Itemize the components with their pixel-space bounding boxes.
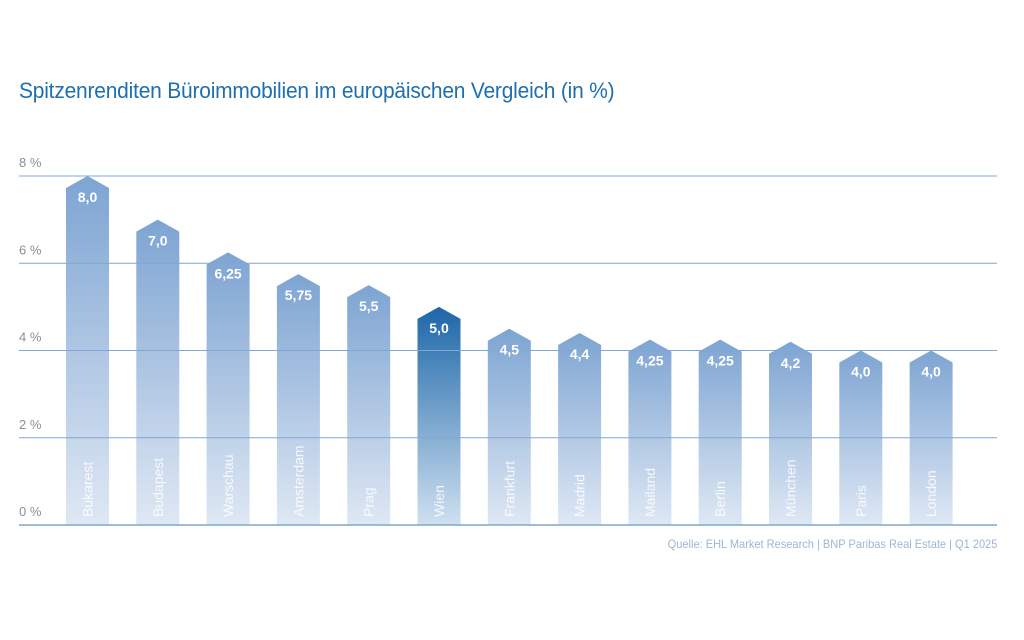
value-label: 4,5 [500,342,520,358]
value-label: 7,0 [148,233,168,249]
labels-group: 8,0 Bukarest 7,0 Budapest 6,25 Warschau 5,75 Am… [78,189,941,517]
category-label: Frankfurt [501,461,517,517]
source-note: Quelle: EHL Market Research | BNP Pariba… [667,537,997,551]
bar-amsterdam [276,274,320,525]
y-tick-label: 8 % [19,155,42,170]
value-label: 4,25 [636,353,663,369]
y-axis-group: 0 % 2 % 4 % 6 % 8 % [19,155,42,519]
y-tick-label: 0 % [19,504,42,519]
y-tick-label: 6 % [19,242,42,257]
bar-mailand [628,339,672,525]
value-label: 8,0 [78,189,98,205]
value-label: 4,2 [781,355,801,371]
y-tick-label: 2 % [19,417,42,432]
value-label: 6,25 [214,265,241,281]
value-label: 4,0 [921,364,941,380]
category-label: Paris [853,485,869,517]
chart-title: Spitzenrenditen Büroimmobilien im europä… [19,78,615,103]
bar-warschau [206,252,250,525]
category-label: München [783,459,799,517]
value-label: 5,75 [285,287,312,303]
value-label: 5,5 [359,298,379,314]
category-label: Berlin [712,481,728,517]
bar-frankfurt [487,328,531,525]
category-label: Wien [431,485,447,517]
category-label: Madrid [572,474,588,517]
y-tick-label: 4 % [19,330,42,345]
category-label: Bukarest [80,462,96,517]
category-label: Amsterdam [290,445,306,517]
value-label: 5,0 [429,320,449,336]
gridlines-group [19,175,997,526]
category-label: London [923,470,939,517]
bar-berlin [698,339,742,525]
category-label: Budapest [150,458,166,517]
bar-budapest [136,219,180,525]
value-label: 4,25 [707,353,734,369]
bar-madrid [558,333,602,525]
category-label: Prag [361,487,377,517]
value-label: 4,4 [570,346,590,362]
bar-prag [347,285,391,525]
category-label: Warschau [220,454,236,517]
bar-m-nchen [769,341,812,525]
bars-group [66,176,953,525]
value-label: 4,0 [851,364,871,380]
category-label: Mailand [642,468,658,517]
bar-wien [417,306,461,525]
